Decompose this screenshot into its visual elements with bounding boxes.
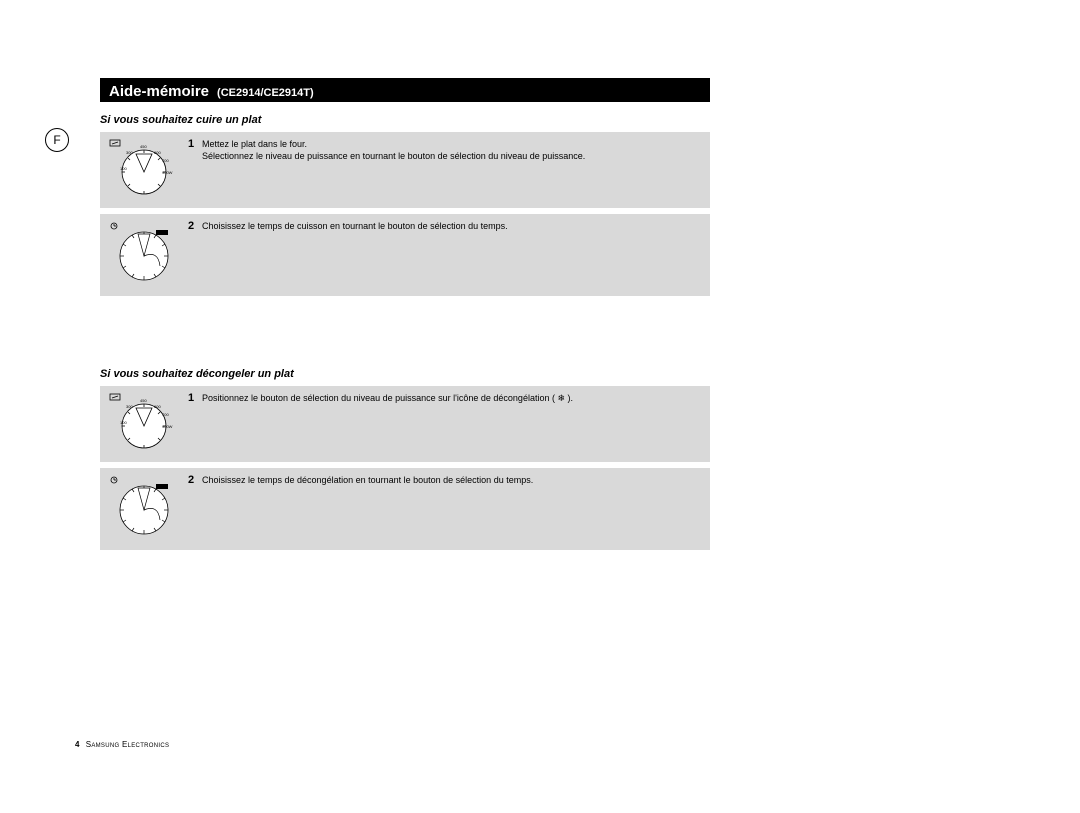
language-badge: F bbox=[45, 128, 69, 152]
instruction-row: 2 Choisissez le temps de cuisson en tour… bbox=[100, 214, 710, 296]
instruction-row: 2 Choisissez le temps de décongélation e… bbox=[100, 468, 710, 550]
step-text: Positionnez le bouton de sélection du ni… bbox=[202, 392, 702, 452]
svg-text:450: 450 bbox=[140, 398, 147, 403]
power-dial-icon: 100 300 450 600 700 900W bbox=[108, 138, 180, 198]
svg-text:450: 450 bbox=[140, 144, 147, 149]
svg-text:600: 600 bbox=[154, 404, 161, 409]
svg-text:700: 700 bbox=[162, 158, 169, 163]
step-number: 2 bbox=[188, 220, 202, 286]
section-heading-defrost: Si vous souhaitez décongeler un plat bbox=[100, 368, 725, 380]
step-number: 1 bbox=[188, 138, 202, 198]
step-text: Choisissez le temps de cuisson en tourna… bbox=[202, 220, 702, 286]
svg-text:700: 700 bbox=[162, 412, 169, 417]
svg-text:100: 100 bbox=[120, 166, 127, 171]
svg-text:600: 600 bbox=[154, 150, 161, 155]
timer-dial-icon bbox=[108, 220, 180, 286]
svg-text:300: 300 bbox=[126, 404, 133, 409]
power-dial-icon: 100 300 450 600 700 900W bbox=[108, 392, 180, 452]
svg-text:300: 300 bbox=[126, 150, 133, 155]
section-heading-cook: Si vous souhaitez cuire un plat bbox=[100, 114, 725, 126]
page-number: 4 bbox=[75, 740, 79, 749]
timer-dial-icon bbox=[108, 474, 180, 540]
step-number: 1 bbox=[188, 392, 202, 452]
instruction-row: 100 300 450 600 700 900W 1 Mettez le pla… bbox=[100, 132, 710, 208]
page-title-model: (CE2914/CE2914T) bbox=[217, 87, 314, 99]
svg-text:900W: 900W bbox=[162, 170, 173, 175]
section-spacer bbox=[75, 302, 725, 362]
page-title-bar: Aide-mémoire (CE2914/CE2914T) bbox=[100, 78, 710, 102]
step-number: 2 bbox=[188, 474, 202, 540]
footer-company: Samsung Electronics bbox=[86, 740, 170, 749]
page-title: Aide-mémoire bbox=[109, 83, 209, 100]
page-footer: 4 Samsung Electronics bbox=[75, 740, 169, 749]
manual-page: Aide-mémoire (CE2914/CE2914T) Si vous so… bbox=[75, 78, 725, 556]
step-text: Mettez le plat dans le four.Sélectionnez… bbox=[202, 138, 702, 198]
svg-text:100: 100 bbox=[120, 420, 127, 425]
instruction-row: 100 300 450 600 700 900W 1 Positionnez l… bbox=[100, 386, 710, 462]
svg-text:900W: 900W bbox=[162, 424, 173, 429]
step-text: Choisissez le temps de décongélation en … bbox=[202, 474, 702, 540]
